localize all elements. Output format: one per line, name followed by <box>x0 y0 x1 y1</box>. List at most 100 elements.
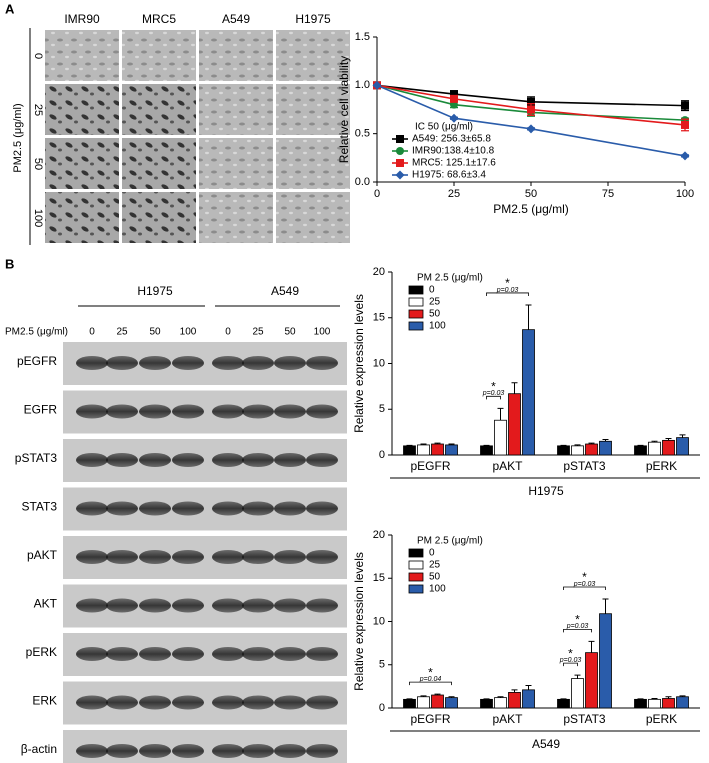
blot-band <box>212 744 244 758</box>
error-bar <box>588 640 595 653</box>
marker <box>449 113 459 123</box>
x-axis-label: H1975 <box>528 484 564 498</box>
x-axis-label: A549 <box>532 737 560 751</box>
bar <box>403 698 416 709</box>
significance-bracket <box>563 662 578 667</box>
series-line <box>376 84 686 126</box>
legend-label: 25 <box>429 560 441 571</box>
p-value: p=0.03 <box>566 623 589 630</box>
y-tick-label: 0.5 <box>355 128 370 140</box>
blot-band <box>306 695 338 710</box>
micro-row-label: 50 <box>32 158 44 170</box>
blot-band <box>76 550 108 564</box>
blot-band <box>172 598 204 613</box>
bar <box>585 652 598 709</box>
micro-image <box>199 30 273 81</box>
y-axis-label: Relative cell viability <box>337 56 351 163</box>
x-tick-label: 25 <box>448 188 460 200</box>
micro-image <box>122 138 196 189</box>
marker <box>450 94 458 103</box>
blot-band <box>242 647 274 661</box>
bar <box>599 613 612 709</box>
bar <box>494 697 507 709</box>
micro-row-label: 0 <box>32 53 44 59</box>
legend-label: 0 <box>429 285 435 296</box>
micro-row-label: 100 <box>32 209 44 227</box>
blot-band <box>139 647 171 661</box>
panel-label: A <box>5 1 15 16</box>
series-line <box>376 84 686 157</box>
y-axis-label: Relative expression levels <box>352 552 366 691</box>
micro-image <box>122 192 196 243</box>
x-tick-label: 100 <box>676 188 694 200</box>
error-bar <box>511 689 518 693</box>
error-bar <box>574 674 581 679</box>
x-tick-label: pEGFR <box>410 459 450 473</box>
bar <box>676 696 689 709</box>
dose: 100 <box>180 327 197 338</box>
marker <box>396 147 404 155</box>
blot-band <box>212 647 244 661</box>
micro-image <box>276 30 350 81</box>
blot-band <box>212 598 244 613</box>
x-tick-label: pAKT <box>492 712 523 726</box>
p-value: p=0.03 <box>559 657 582 664</box>
blot-band <box>172 744 204 758</box>
blot-band <box>242 501 274 516</box>
legend-label: IMR90:138.4±10.8 <box>412 146 495 157</box>
marker <box>395 170 405 180</box>
blot-band <box>76 598 108 613</box>
marker <box>680 151 690 161</box>
significance-mark: * <box>575 613 580 627</box>
bar <box>494 419 507 456</box>
protein-label: pSTAT3 <box>15 451 58 465</box>
legend-label: A549: 256.3±65.8 <box>412 134 491 145</box>
y-tick-label: 5 <box>379 659 385 671</box>
blot-band <box>76 356 108 370</box>
blot-band <box>139 598 171 613</box>
blot-band <box>172 453 204 467</box>
blot-band <box>139 404 171 419</box>
blot-band <box>106 695 138 710</box>
bar <box>508 393 521 456</box>
blot-band <box>106 647 138 661</box>
significance-mark: * <box>582 570 587 584</box>
dose-label: PM2.5 (μg/ml) <box>5 327 68 338</box>
x-tick-label: pERK <box>646 459 677 473</box>
legend-label: MRC5: 125.1±17.6 <box>412 158 496 169</box>
micro-column-label: IMR90 <box>64 12 100 26</box>
p-value: p=0.03 <box>496 287 519 294</box>
micro-image <box>276 192 350 243</box>
bar <box>480 445 493 456</box>
blot-band <box>306 356 338 370</box>
error-bar <box>525 685 532 690</box>
micro-image <box>276 138 350 189</box>
blot-band <box>172 501 204 516</box>
micro-image <box>122 30 196 81</box>
micro-y-label: PM2.5 (μg/ml) <box>12 103 24 172</box>
blot-band <box>76 647 108 661</box>
blot-band <box>306 501 338 516</box>
blot-band <box>106 598 138 613</box>
micro-image <box>122 84 196 135</box>
legend-title: IC 50 (μg/ml) <box>415 122 473 133</box>
blot-band <box>242 404 274 419</box>
blot-band <box>274 695 306 710</box>
blot-band <box>274 550 306 564</box>
dose: 25 <box>116 327 128 338</box>
micro-image <box>45 84 119 135</box>
blot-strip <box>63 730 347 763</box>
x-tick-label: 0 <box>374 188 380 200</box>
blot-band <box>242 695 274 710</box>
error-bar <box>525 304 532 330</box>
legend-swatch <box>408 548 424 558</box>
legend-title: PM 2.5 (μg/ml) <box>417 536 483 547</box>
marker <box>526 124 536 134</box>
legend-swatch <box>408 309 424 319</box>
series-line <box>376 84 686 107</box>
bar <box>522 329 535 456</box>
micro-column-label: A549 <box>222 12 250 26</box>
y-tick-label: 0 <box>379 449 385 461</box>
legend-swatch <box>408 321 424 331</box>
